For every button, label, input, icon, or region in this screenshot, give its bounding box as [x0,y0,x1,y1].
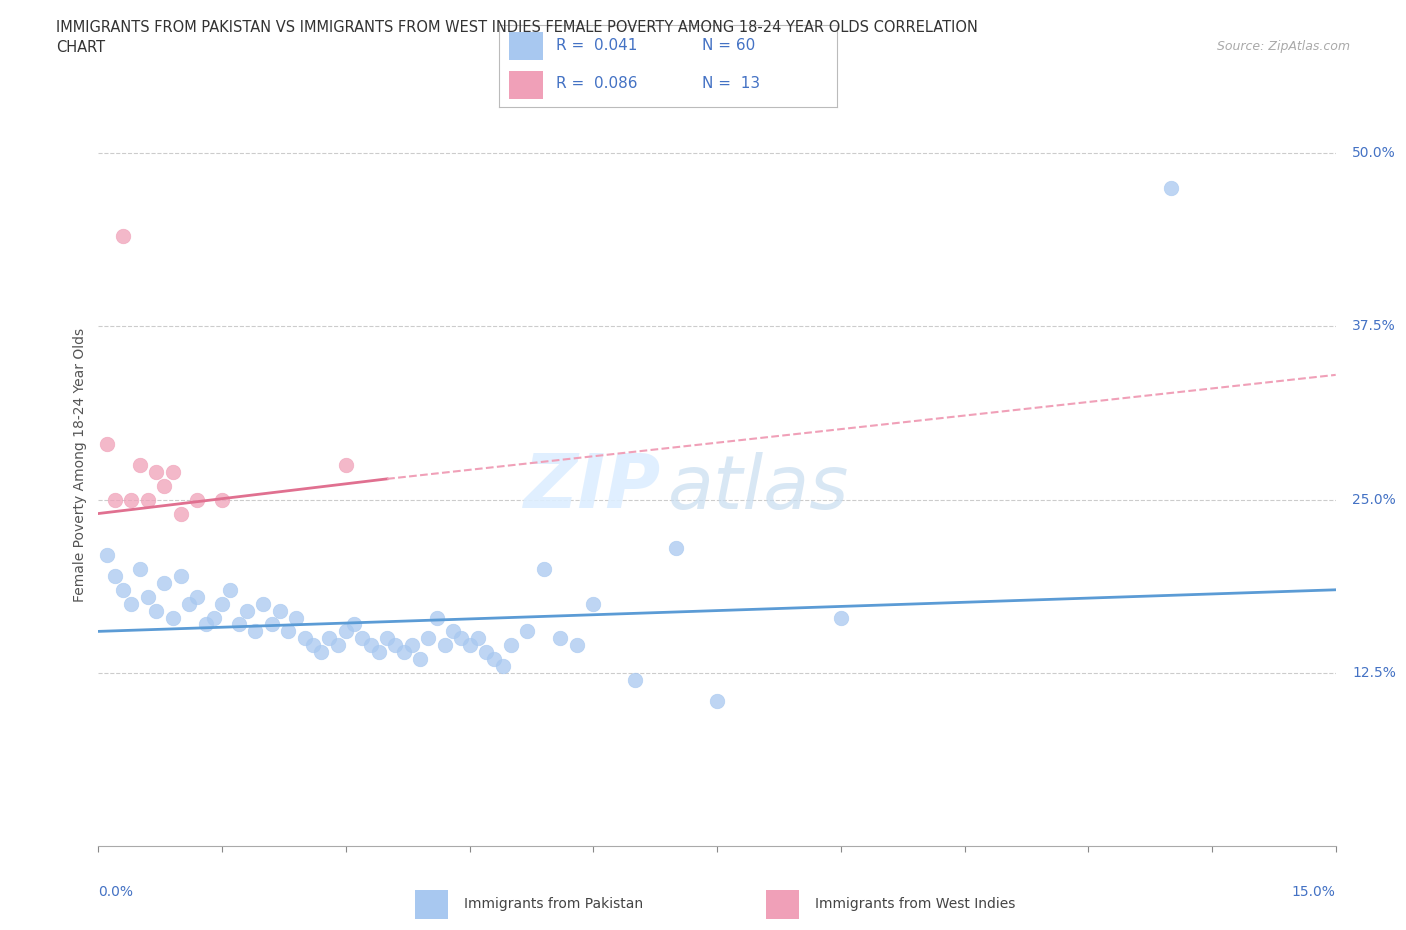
Point [269,604,291,618]
Point [170,506,193,521]
Point [294,631,316,645]
Text: Immigrants from West Indies: Immigrants from West Indies [815,897,1015,911]
Point [499,638,522,653]
Point [96,437,118,452]
Text: atlas: atlas [668,452,849,524]
Point [335,624,357,639]
Point [360,638,382,653]
Point [830,610,852,625]
Point [243,624,266,639]
Point [145,464,167,479]
Point [96,548,118,563]
Point [260,617,283,631]
Text: ZIP: ZIP [524,451,661,525]
Point [367,644,389,659]
Point [104,568,127,583]
Point [236,604,259,618]
Point [104,492,127,507]
Point [450,631,472,645]
Text: 0.0%: 0.0% [98,885,134,899]
Point [335,458,357,472]
Point [665,540,688,555]
Point [582,596,605,611]
Point [162,610,184,625]
Y-axis label: Female Poverty Among 18-24 Year Olds: Female Poverty Among 18-24 Year Olds [73,328,87,602]
Point [219,582,242,597]
Point [277,624,299,639]
Point [145,604,167,618]
Point [128,562,150,577]
Point [426,610,449,625]
Point [228,617,250,631]
Point [475,644,498,659]
Text: 50.0%: 50.0% [1353,146,1396,160]
Text: 15.0%: 15.0% [1292,885,1336,899]
Point [186,492,208,507]
Point [550,631,572,645]
Text: 25.0%: 25.0% [1353,493,1396,507]
Point [318,631,340,645]
Point [302,638,325,653]
Point [136,492,159,507]
Bar [415,890,449,919]
Point [153,576,176,591]
Text: N =  13: N = 13 [702,76,759,91]
Text: 37.5%: 37.5% [1353,319,1396,333]
Point [211,492,233,507]
Point [211,596,233,611]
Point [128,458,150,472]
Point [441,624,464,639]
Text: Immigrants from Pakistan: Immigrants from Pakistan [464,897,644,911]
Point [136,590,159,604]
Point [409,652,432,667]
Bar [509,33,543,60]
Point [706,693,728,708]
Bar [766,890,799,919]
Text: IMMIGRANTS FROM PAKISTAN VS IMMIGRANTS FROM WEST INDIES FEMALE POVERTY AMONG 18-: IMMIGRANTS FROM PAKISTAN VS IMMIGRANTS F… [56,20,979,35]
Text: Source: ZipAtlas.com: Source: ZipAtlas.com [1216,40,1350,53]
Point [1160,180,1182,195]
Point [202,610,225,625]
Point [565,638,588,653]
Point [170,568,193,583]
Point [112,582,135,597]
Point [112,229,135,244]
Text: R =  0.041: R = 0.041 [557,38,638,54]
Point [179,596,201,611]
Point [343,617,366,631]
Point [392,644,415,659]
Point [533,562,555,577]
Point [401,638,423,653]
Point [153,478,176,493]
Text: 12.5%: 12.5% [1353,666,1396,680]
Point [484,652,506,667]
Bar [509,71,543,99]
Point [491,658,513,673]
Point [326,638,349,653]
Point [433,638,456,653]
Point [375,631,398,645]
Point [384,638,406,653]
Point [309,644,332,659]
Point [186,590,208,604]
Point [120,596,142,611]
Point [467,631,489,645]
Point [516,624,538,639]
Point [194,617,217,631]
Point [458,638,481,653]
Point [623,672,645,687]
Point [418,631,440,645]
Point [120,492,142,507]
Point [285,610,308,625]
Text: CHART: CHART [56,40,105,55]
Text: R =  0.086: R = 0.086 [557,76,638,91]
Point [162,464,184,479]
Point [252,596,274,611]
Point [352,631,374,645]
Text: N = 60: N = 60 [702,38,755,54]
